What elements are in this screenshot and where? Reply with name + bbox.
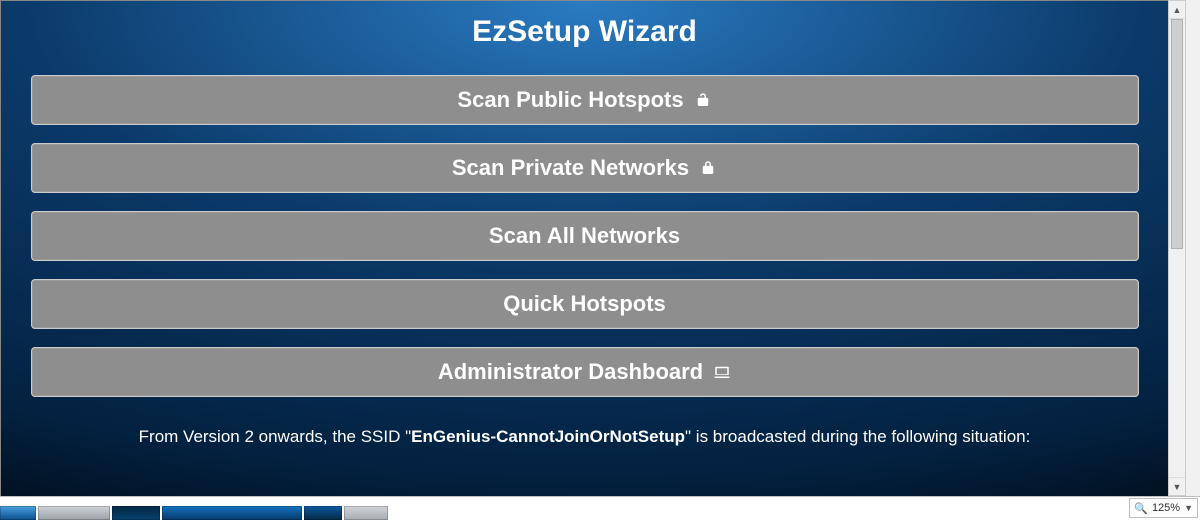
laptop-icon [713,363,731,381]
footer-prefix: From Version 2 onwards, the SSID " [139,427,411,446]
taskbar-fragment [162,506,302,520]
button-label: Administrator Dashboard [438,359,703,385]
scroll-thumb[interactable] [1171,19,1183,249]
zoom-value: 125% [1152,502,1180,514]
quick-hotspots-button[interactable]: Quick Hotspots [31,279,1139,329]
zoom-control[interactable]: 🔍 125% ▼ [1129,498,1198,518]
wizard-viewport: EzSetup Wizard Scan Public Hotspots Scan… [0,0,1168,496]
footer-ssid: EnGenius-CannotJoinOrNotSetup [411,427,685,446]
footer-suffix: " is broadcasted during the following si… [685,427,1030,446]
scan-all-networks-button[interactable]: Scan All Networks [31,211,1139,261]
scan-public-hotspots-button[interactable]: Scan Public Hotspots [31,75,1139,125]
page-title: EzSetup Wizard [1,1,1168,67]
taskbar-fragment [38,506,110,520]
button-label: Quick Hotspots [503,291,666,317]
button-label: Scan All Networks [489,223,680,249]
browser-bottom-strip: 🔍 125% ▼ [0,496,1200,520]
button-label: Scan Public Hotspots [457,87,683,113]
magnifier-icon: 🔍 [1134,502,1148,515]
taskbar-fragment [112,506,160,520]
administrator-dashboard-button[interactable]: Administrator Dashboard [31,347,1139,397]
taskbar-fragment [304,506,342,520]
footer-note: From Version 2 onwards, the SSID "EnGeni… [1,427,1168,447]
vertical-scrollbar[interactable]: ▲ ▼ [1168,0,1186,496]
scroll-up-button[interactable]: ▲ [1169,1,1185,19]
taskbar-fragment [0,506,36,520]
chevron-down-icon: ▼ [1184,503,1193,513]
unlock-icon [694,91,712,109]
lock-icon [699,159,717,177]
button-label: Scan Private Networks [452,155,689,181]
taskbar-fragment [344,506,388,520]
scan-private-networks-button[interactable]: Scan Private Networks [31,143,1139,193]
taskbar-fragments [0,506,420,520]
button-stack: Scan Public Hotspots Scan Private Networ… [1,67,1168,397]
scroll-down-button[interactable]: ▼ [1169,477,1185,495]
